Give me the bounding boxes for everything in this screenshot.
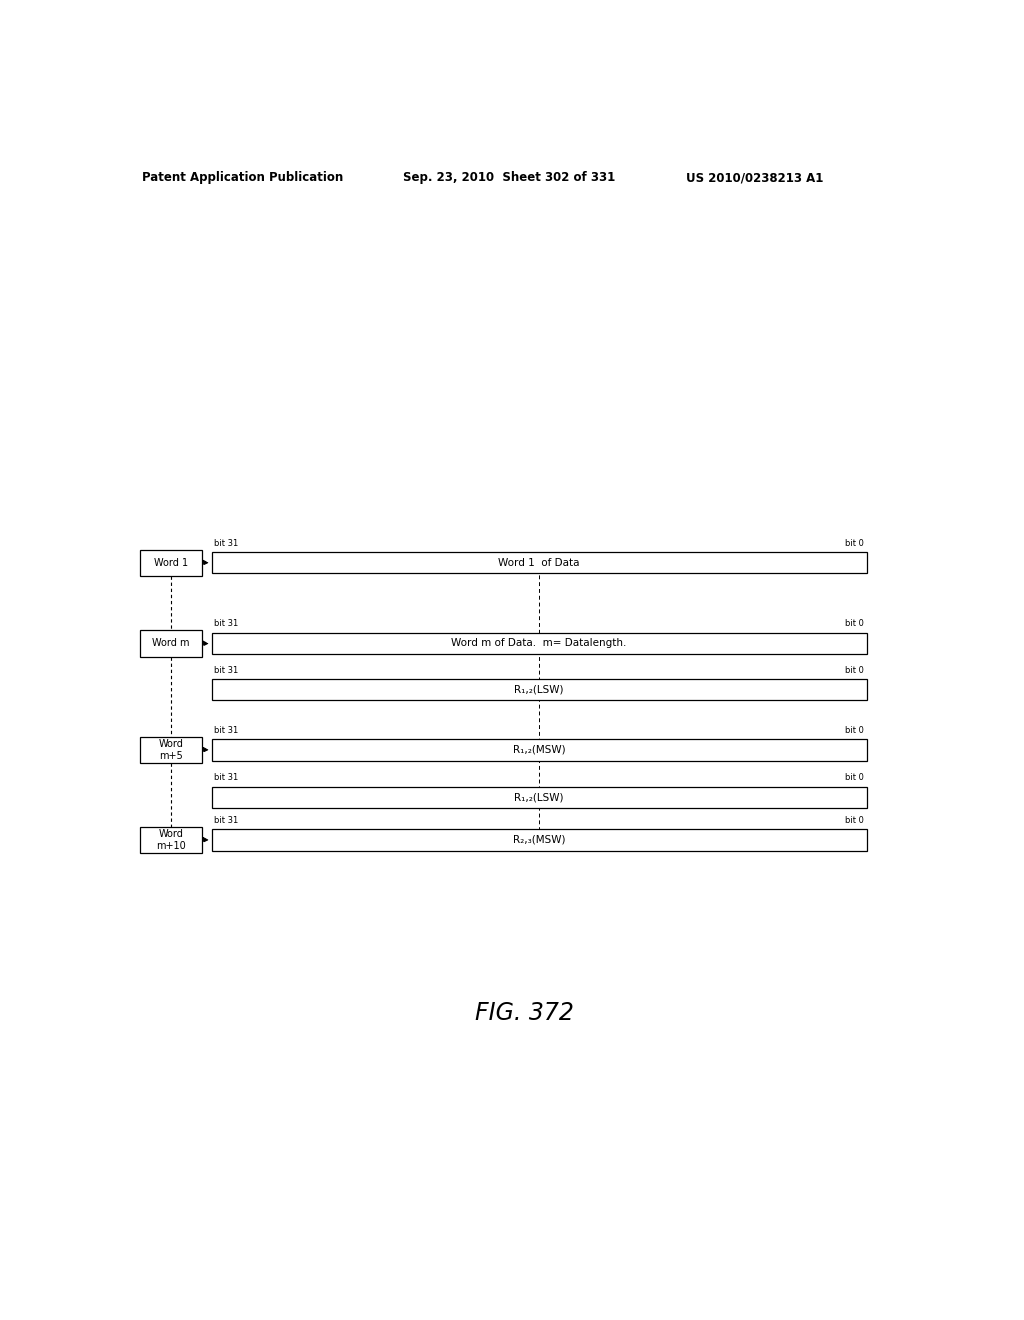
Bar [212, 552, 866, 573]
Text: bit 31: bit 31 [214, 665, 239, 675]
Text: R₁,₂(LSW): R₁,₂(LSW) [514, 685, 564, 694]
Text: Word 1: Word 1 [154, 557, 188, 568]
Text: bit 31: bit 31 [214, 539, 239, 548]
Bar [140, 549, 202, 576]
Text: Word
m+10: Word m+10 [156, 829, 186, 850]
Text: bit 31: bit 31 [214, 774, 239, 783]
Bar [212, 739, 866, 760]
Text: bit 0: bit 0 [846, 665, 864, 675]
Text: Word m: Word m [153, 639, 189, 648]
Bar [212, 787, 866, 808]
Bar [212, 829, 866, 850]
Text: Word
m+5: Word m+5 [159, 739, 183, 760]
Text: FIG. 372: FIG. 372 [475, 1001, 574, 1026]
Text: bit 0: bit 0 [846, 816, 864, 825]
Text: US 2010/0238213 A1: US 2010/0238213 A1 [686, 172, 823, 185]
Text: Word m of Data.  m= Datalength.: Word m of Data. m= Datalength. [452, 639, 627, 648]
Text: Sep. 23, 2010  Sheet 302 of 331: Sep. 23, 2010 Sheet 302 of 331 [403, 172, 615, 185]
Bar [212, 678, 866, 701]
Text: bit 0: bit 0 [846, 619, 864, 628]
Text: bit 0: bit 0 [846, 539, 864, 548]
Bar [140, 737, 202, 763]
Text: bit 31: bit 31 [214, 816, 239, 825]
Text: R₂,₃(MSW): R₂,₃(MSW) [513, 834, 565, 845]
Text: bit 0: bit 0 [846, 774, 864, 783]
Text: bit 31: bit 31 [214, 619, 239, 628]
Bar [212, 632, 866, 655]
Text: R₁,₂(MSW): R₁,₂(MSW) [513, 744, 565, 755]
Text: bit 31: bit 31 [214, 726, 239, 735]
Bar [140, 826, 202, 853]
Text: Word 1  of Data: Word 1 of Data [499, 557, 580, 568]
Text: R₁,₂(LSW): R₁,₂(LSW) [514, 792, 564, 803]
Bar [140, 631, 202, 656]
Text: Patent Application Publication: Patent Application Publication [142, 172, 343, 185]
Text: bit 0: bit 0 [846, 726, 864, 735]
